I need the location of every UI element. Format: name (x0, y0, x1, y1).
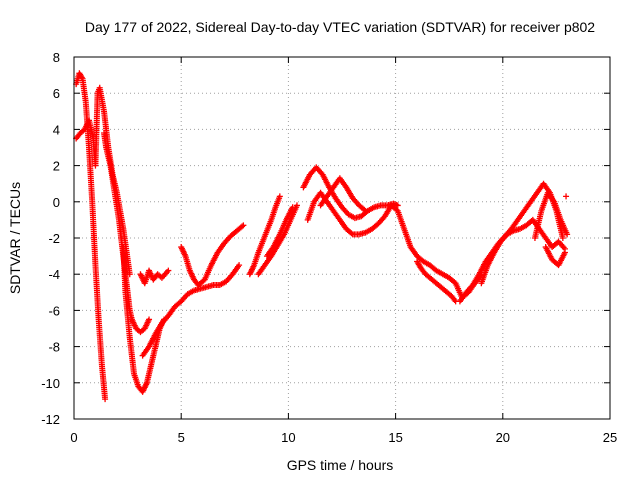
y-tick-label: -8 (48, 340, 60, 355)
x-tick-label: 10 (281, 430, 295, 445)
data-point (293, 202, 300, 209)
y-tick-label: -4 (48, 267, 60, 282)
data-point (239, 223, 246, 230)
x-axis-ticks: 0 5 10 15 20 25 (70, 57, 617, 445)
y-tick-label: 2 (53, 159, 60, 174)
data-point (394, 202, 401, 209)
data-point (564, 231, 571, 238)
data-point (276, 193, 283, 200)
data-point (126, 271, 133, 278)
data-point (563, 193, 570, 200)
data-point (289, 204, 296, 211)
y-tick-label: 6 (53, 86, 60, 101)
y-tick-label: 8 (53, 50, 60, 65)
data-point (348, 230, 355, 237)
y-tick-label: -2 (48, 231, 60, 246)
x-tick-label: 15 (388, 430, 402, 445)
y-tick-label: 0 (53, 195, 60, 210)
x-tick-label: 20 (496, 430, 510, 445)
y-axis-ticks: -12 -10 -8 -6 -4 -2 0 2 4 6 8 (41, 50, 610, 427)
data-point (362, 207, 369, 214)
data-point (102, 396, 109, 403)
chart-title: Day 177 of 2022, Sidereal Day-to-day VTE… (85, 19, 595, 35)
data-point (361, 206, 368, 213)
y-tick-label: 4 (53, 122, 60, 137)
x-tick-label: 0 (70, 430, 77, 445)
data-point (165, 267, 172, 274)
data-points (73, 70, 571, 403)
y-axis-label: SDTVAR / TECUs (7, 182, 23, 294)
data-point (146, 316, 153, 323)
y-tick-label: -12 (41, 412, 60, 427)
data-point (240, 222, 247, 229)
y-tick-label: -6 (48, 303, 60, 318)
y-tick-label: -10 (41, 376, 60, 391)
data-point (236, 262, 243, 269)
x-tick-label: 5 (178, 430, 185, 445)
data-point (559, 235, 566, 241)
data-point (561, 249, 568, 256)
x-axis-label: GPS time / hours (287, 457, 394, 473)
x-tick-label: 25 (603, 430, 617, 445)
